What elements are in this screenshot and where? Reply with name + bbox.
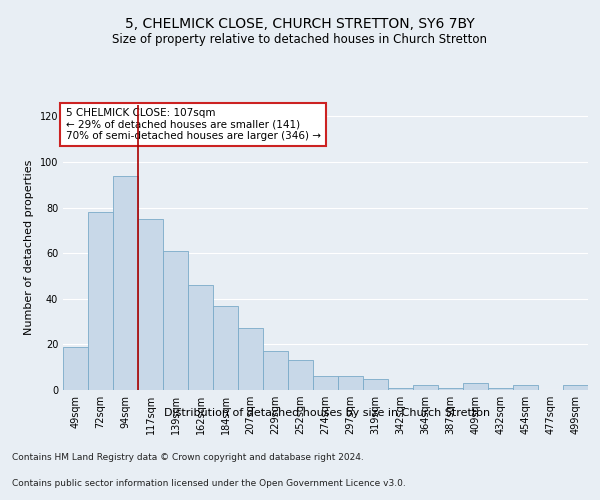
- Bar: [438, 388, 463, 390]
- Text: 5, CHELMICK CLOSE, CHURCH STRETTON, SY6 7BY: 5, CHELMICK CLOSE, CHURCH STRETTON, SY6 …: [125, 18, 475, 32]
- Bar: [163, 251, 188, 390]
- Bar: [313, 376, 338, 390]
- Bar: [138, 219, 163, 390]
- Text: 5 CHELMICK CLOSE: 107sqm
← 29% of detached houses are smaller (141)
70% of semi-: 5 CHELMICK CLOSE: 107sqm ← 29% of detach…: [65, 108, 320, 141]
- Text: Contains public sector information licensed under the Open Government Licence v3: Contains public sector information licen…: [12, 478, 406, 488]
- Bar: [363, 378, 388, 390]
- Text: Size of property relative to detached houses in Church Stretton: Size of property relative to detached ho…: [113, 32, 487, 46]
- Y-axis label: Number of detached properties: Number of detached properties: [24, 160, 34, 335]
- Bar: [288, 360, 313, 390]
- Bar: [513, 386, 538, 390]
- Text: Contains HM Land Registry data © Crown copyright and database right 2024.: Contains HM Land Registry data © Crown c…: [12, 454, 364, 462]
- Bar: [413, 386, 438, 390]
- Bar: [113, 176, 138, 390]
- Bar: [488, 388, 513, 390]
- Bar: [188, 285, 213, 390]
- Bar: [213, 306, 238, 390]
- Bar: [238, 328, 263, 390]
- Bar: [563, 386, 588, 390]
- Bar: [388, 388, 413, 390]
- Text: Distribution of detached houses by size in Church Stretton: Distribution of detached houses by size …: [164, 408, 490, 418]
- Bar: [263, 351, 288, 390]
- Bar: [88, 212, 113, 390]
- Bar: [463, 383, 488, 390]
- Bar: [338, 376, 363, 390]
- Bar: [63, 346, 88, 390]
